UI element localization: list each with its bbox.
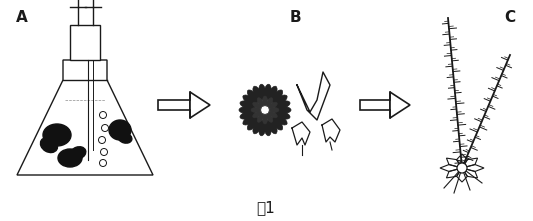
Ellipse shape (247, 117, 259, 130)
Ellipse shape (253, 119, 262, 134)
Ellipse shape (268, 102, 277, 109)
Ellipse shape (243, 114, 257, 125)
Ellipse shape (41, 137, 58, 152)
Ellipse shape (43, 124, 71, 146)
Ellipse shape (118, 133, 132, 143)
Ellipse shape (251, 107, 261, 112)
Ellipse shape (240, 101, 255, 109)
Text: 图1: 图1 (256, 200, 276, 215)
Text: A: A (16, 11, 28, 25)
Ellipse shape (262, 114, 268, 124)
Ellipse shape (271, 90, 282, 103)
Circle shape (457, 163, 467, 173)
Ellipse shape (271, 117, 282, 130)
Ellipse shape (269, 107, 279, 112)
Ellipse shape (253, 111, 262, 118)
Ellipse shape (268, 86, 277, 101)
Ellipse shape (275, 107, 291, 114)
Polygon shape (190, 92, 210, 118)
Text: B: B (289, 11, 301, 25)
Bar (158, 100, 190, 110)
Ellipse shape (268, 119, 277, 134)
Ellipse shape (266, 113, 273, 122)
Ellipse shape (273, 114, 287, 125)
Ellipse shape (273, 95, 287, 105)
Polygon shape (390, 92, 410, 118)
Ellipse shape (240, 111, 255, 119)
Ellipse shape (243, 95, 257, 105)
Ellipse shape (253, 102, 262, 109)
Polygon shape (17, 60, 153, 175)
Ellipse shape (257, 113, 264, 122)
Ellipse shape (247, 90, 259, 103)
Ellipse shape (257, 98, 264, 107)
Ellipse shape (262, 96, 268, 106)
Ellipse shape (264, 120, 271, 136)
Ellipse shape (58, 149, 82, 167)
Ellipse shape (239, 107, 255, 114)
Ellipse shape (253, 86, 262, 101)
Ellipse shape (264, 84, 271, 100)
Ellipse shape (274, 101, 290, 109)
Ellipse shape (259, 84, 266, 100)
Ellipse shape (274, 111, 290, 119)
Bar (70, 25, 100, 60)
Ellipse shape (266, 98, 273, 107)
Bar (360, 100, 390, 110)
Text: C: C (504, 11, 515, 25)
Ellipse shape (109, 120, 131, 140)
Ellipse shape (268, 111, 277, 118)
Ellipse shape (259, 120, 266, 136)
Ellipse shape (70, 147, 86, 159)
